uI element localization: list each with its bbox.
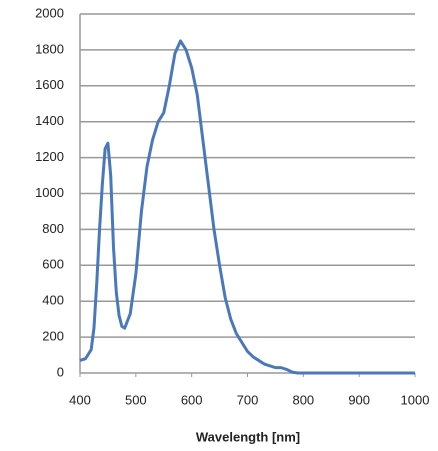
x-tick-label: 900: [348, 392, 370, 407]
y-tick-label: 1000: [35, 185, 64, 200]
y-tick-label: 1200: [35, 149, 64, 164]
y-tick-label: 600: [42, 257, 64, 272]
y-tick-label: 0: [57, 364, 64, 379]
y-tick-label: 800: [42, 221, 64, 236]
x-tick-label: 1000: [401, 392, 430, 407]
spectrum-line: [79, 39, 415, 375]
y-tick-label: 2000: [35, 5, 64, 20]
x-tick-label: 500: [125, 392, 147, 407]
y-tick-label: 1400: [35, 113, 64, 128]
x-tick-label: 600: [181, 392, 203, 407]
y-tick-label: 200: [42, 329, 64, 344]
x-tick-label: 700: [237, 392, 259, 407]
x-axis-title: Wavelength [nm]: [196, 429, 300, 444]
y-tick-label: 1800: [35, 41, 64, 56]
x-tick-label: 800: [292, 392, 314, 407]
x-tick-label: 400: [69, 392, 91, 407]
y-tick-label: 1600: [35, 77, 64, 92]
y-tick-label: 400: [42, 293, 64, 308]
